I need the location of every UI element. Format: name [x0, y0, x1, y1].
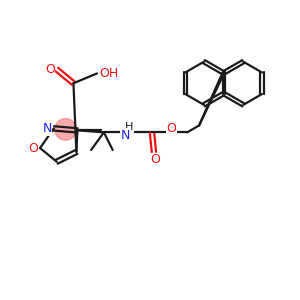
Text: O: O	[150, 153, 160, 166]
Text: N: N	[42, 122, 52, 135]
Text: N: N	[121, 129, 130, 142]
Text: H: H	[125, 122, 134, 132]
Text: O: O	[28, 142, 38, 154]
Text: O: O	[45, 63, 55, 76]
Text: OH: OH	[99, 67, 119, 80]
Circle shape	[55, 118, 76, 140]
Text: O: O	[167, 122, 176, 135]
